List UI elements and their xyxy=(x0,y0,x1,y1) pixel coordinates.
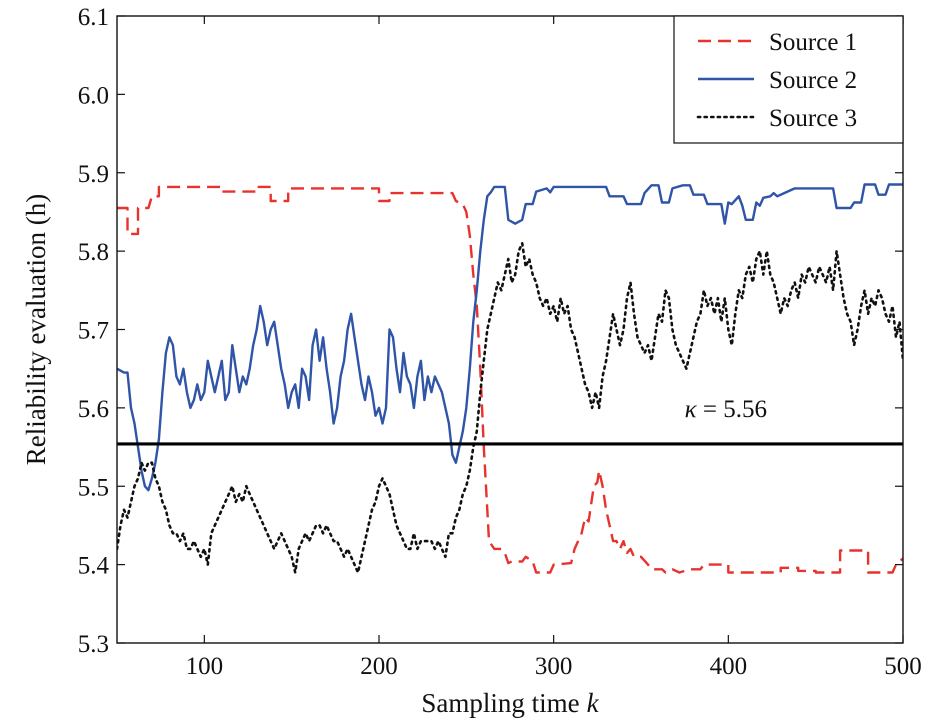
x-tick-label: 500 xyxy=(884,653,922,680)
series-line-source-3 xyxy=(117,242,903,574)
x-tick-label: 100 xyxy=(186,653,224,680)
series-layer xyxy=(117,183,903,574)
threshold-label: κ = 5.56 xyxy=(685,396,767,423)
x-axis-label-variable: k xyxy=(587,688,600,718)
y-tick-label: 5.7 xyxy=(78,318,109,345)
legend-label-source-2: Source 2 xyxy=(769,67,857,94)
threshold-label-text: = 5.56 xyxy=(697,396,767,423)
y-tick-label: 5.4 xyxy=(78,553,110,580)
threshold-label-variable: κ xyxy=(685,396,698,423)
x-tick-label: 400 xyxy=(710,653,748,680)
threshold-layer: κ = 5.56 xyxy=(117,396,903,446)
legend: Source 1 Source 2 Source 3 xyxy=(673,15,904,144)
legend-label-source-3: Source 3 xyxy=(769,105,857,132)
series-line-source-2 xyxy=(117,183,903,492)
y-tick-label: 5.8 xyxy=(78,239,109,266)
x-tick-label: 200 xyxy=(360,653,398,680)
y-tick-label: 5.6 xyxy=(78,396,109,423)
x-tick-label: 300 xyxy=(535,653,573,680)
x-axis-label: Sampling time k xyxy=(421,688,599,718)
y-tick-label: 6.1 xyxy=(78,4,109,31)
y-axis-label: Reliability evaluation (h) xyxy=(21,194,51,465)
series-line-source-1 xyxy=(117,185,903,574)
y-tick-label: 5.5 xyxy=(78,474,109,501)
y-tick-label: 5.9 xyxy=(78,161,109,188)
y-tick-label: 6.0 xyxy=(78,82,109,109)
legend-label-source-1: Source 1 xyxy=(769,29,857,56)
y-tick-label: 5.3 xyxy=(78,631,109,658)
tick-layer: 100 200 300 400 500 5.3 5.4 5.5 5.6 5.7 5.8 5.9 6.0 6… xyxy=(78,4,922,680)
x-axis-label-text: Sampling time xyxy=(421,688,579,718)
